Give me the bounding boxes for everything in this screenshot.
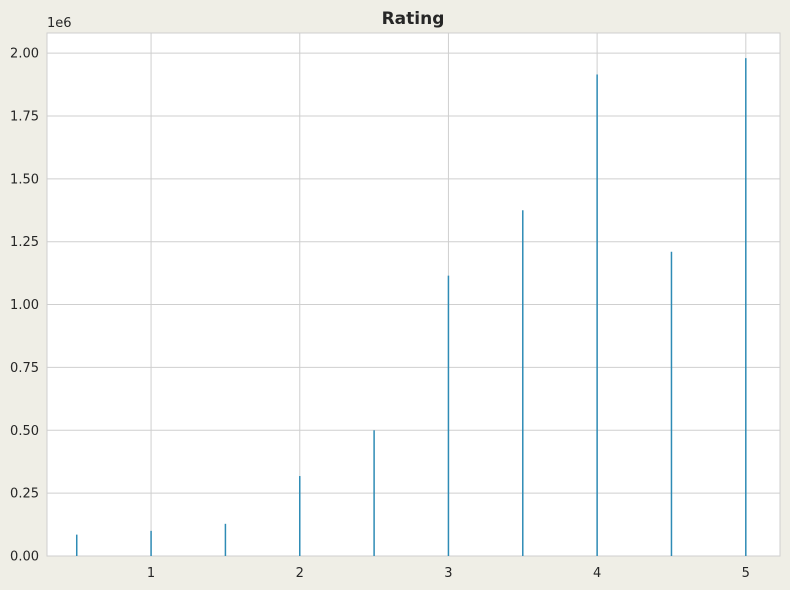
x-axis-ticks: 1 2 3 4 5: [147, 566, 750, 581]
bar: [596, 74, 598, 557]
y-tick-label: 1.50: [10, 172, 39, 187]
x-tick-label: 1: [147, 566, 155, 581]
plot-area: [46, 32, 781, 557]
bar: [224, 523, 227, 556]
y-tick-label: 0.25: [10, 487, 39, 502]
y-tick-label: 1.75: [10, 109, 39, 124]
bar-layer: [75, 58, 747, 557]
bar: [522, 210, 524, 556]
bar: [670, 251, 673, 556]
bar: [447, 275, 450, 556]
x-tick-label: 5: [742, 566, 750, 581]
y-tick-label: 1.25: [10, 235, 39, 250]
bar: [745, 58, 747, 557]
x-tick-label: 4: [593, 566, 601, 581]
y-tick-label: 2.00: [10, 47, 39, 62]
x-tick-label: 2: [296, 566, 304, 581]
y-axis-ticks: 0.00 0.25 0.50 0.75 1.00 1.25 1.50 1.75 2.00: [10, 47, 39, 565]
y-tick-label: 1.00: [10, 298, 39, 313]
bar: [150, 530, 152, 556]
y-tick-label: 0.50: [10, 424, 39, 439]
y-tick-label: 0.00: [10, 550, 39, 565]
x-tick-label: 3: [444, 566, 452, 581]
bar: [373, 430, 375, 556]
chart-title: Rating: [382, 9, 445, 29]
y-tick-label: 0.75: [10, 361, 39, 376]
y-axis-offset-label: 1e6: [47, 16, 72, 31]
bar: [299, 476, 301, 556]
bar: [75, 534, 78, 556]
